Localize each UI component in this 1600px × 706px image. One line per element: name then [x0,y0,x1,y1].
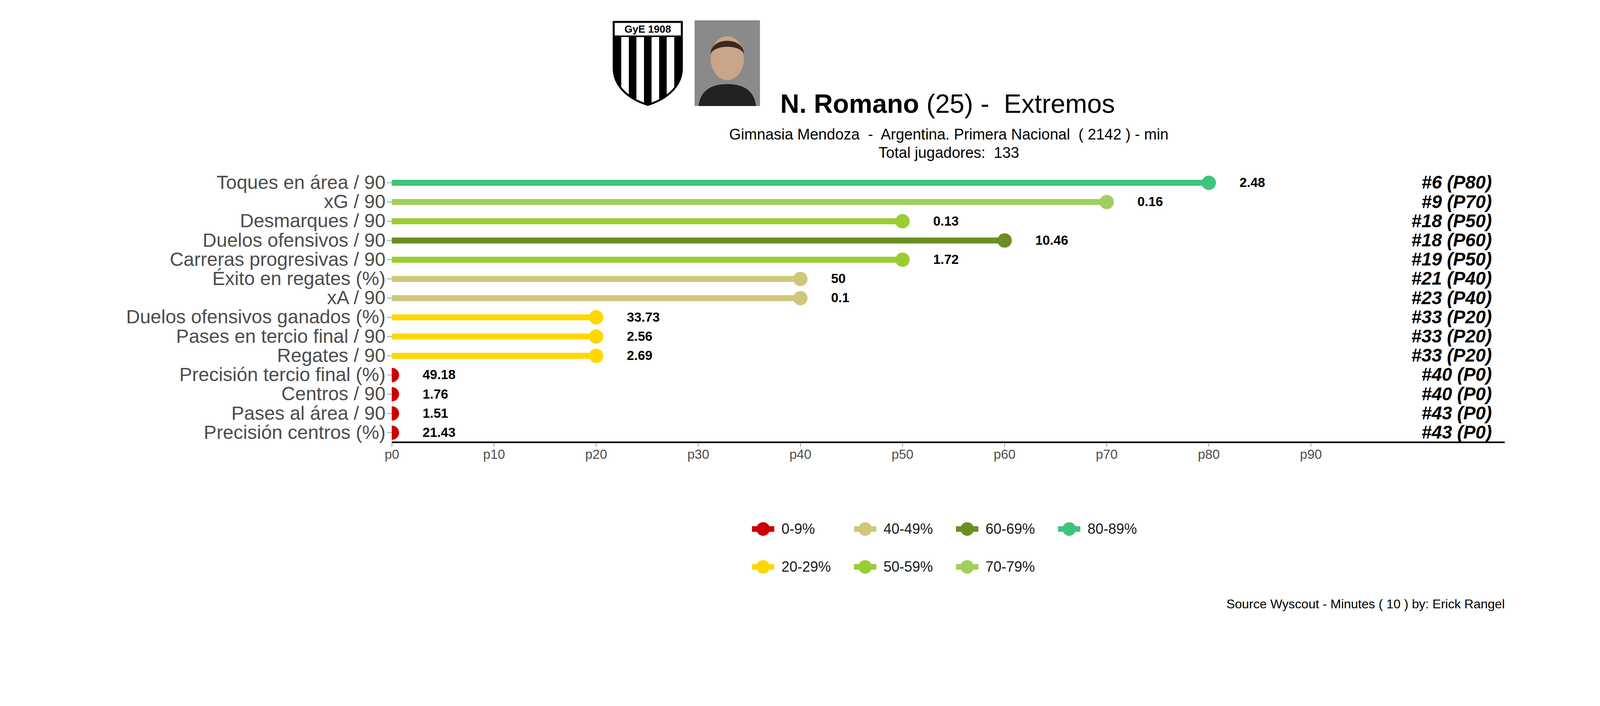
svg-text:p30: p30 [687,446,710,462]
svg-text:p50: p50 [891,446,914,462]
svg-text:xG / 90: xG / 90 [323,190,386,213]
svg-text:0.13: 0.13 [933,213,959,229]
svg-text:xA / 90: xA / 90 [327,286,386,309]
html-text:0-9%: 0-9% [781,520,815,537]
svg-text:2.48: 2.48 [1239,174,1265,190]
svg-text:p40: p40 [789,446,812,462]
svg-text:p20: p20 [585,446,607,462]
svg-text:Centros / 90: Centros / 90 [281,382,386,405]
html-text:Gimnasia Mendoza - Argentina.: Gimnasia Mendoza - Argentina. Primera Na… [729,125,1169,143]
html-text:70-79%: 70-79% [985,558,1035,575]
svg-text:2.69: 2.69 [626,347,653,363]
svg-text:Éxito en regates (%): Éxito en regates (%) [212,267,386,289]
svg-text:#40 (P0): #40 (P0) [1421,363,1492,385]
svg-text:0.1: 0.1 [830,290,850,305]
html-text:50-59%: 50-59% [883,558,933,575]
svg-text:GyE 1908: GyE 1908 [624,23,672,36]
svg-text:p80: p80 [1197,446,1220,462]
svg-text:Desmarques / 90: Desmarques / 90 [239,210,386,232]
html-text:80-89%: 80-89% [1087,520,1137,537]
svg-text:#19 (P50): #19 (P50) [1411,248,1492,270]
svg-text:Regates / 90: Regates / 90 [276,344,386,366]
svg-text:50: 50 [830,270,846,286]
html-text:Total jugadores: 133: Total jugadores: 133 [878,144,1020,161]
svg-text:1.72: 1.72 [933,251,959,267]
svg-text:#9 (P70): #9 (P70) [1421,191,1492,213]
svg-text:Pases al área / 90: Pases al área / 90 [231,402,386,424]
svg-text:p10: p10 [482,446,505,462]
svg-text:10.46: 10.46 [1035,232,1069,248]
html-text:N. Romano (25) - Extremos: N. Romano (25) - Extremos [780,88,1115,119]
svg-text:21.43: 21.43 [422,424,456,440]
svg-text:Precisión tercio final (%): Precisión tercio final (%) [179,363,386,385]
svg-text:#6 (P80): #6 (P80) [1421,171,1492,193]
svg-text:#18 (P60): #18 (P60) [1411,229,1492,251]
svg-text:#18 (P50): #18 (P50) [1411,210,1492,232]
svg-text:#23 (P40): #23 (P40) [1411,287,1492,309]
html-text:40-49%: 40-49% [883,520,933,537]
svg-text:p0: p0 [384,446,400,462]
svg-text:1.51: 1.51 [422,405,449,421]
svg-text:49.18: 49.18 [422,367,456,382]
svg-text:#21 (P40): #21 (P40) [1411,267,1492,289]
html-text:Source Wyscout - Minutes ( 10: Source Wyscout - Minutes ( 10 ) by: Eric… [1226,596,1505,611]
svg-text:1.76: 1.76 [422,386,449,402]
svg-text:Carreras progresivas / 90: Carreras progresivas / 90 [169,248,386,270]
svg-text:#33 (P20): #33 (P20) [1411,325,1492,347]
svg-text:Duelos ofensivos ganados (%): Duelos ofensivos ganados (%) [125,306,386,328]
svg-text:0.16: 0.16 [1137,194,1163,209]
html-text:60-69%: 60-69% [985,520,1035,537]
svg-text:#43 (P0): #43 (P0) [1421,402,1492,424]
svg-text:Precisión centros (%): Precisión centros (%) [203,421,386,443]
svg-text:p60: p60 [993,446,1016,462]
html-text:20-29%: 20-29% [781,558,831,575]
svg-text:Pases en tercio final / 90: Pases en tercio final / 90 [176,325,386,347]
svg-text:p70: p70 [1095,446,1118,462]
svg-text:#33 (P20): #33 (P20) [1411,306,1492,328]
svg-text:33.73: 33.73 [626,309,660,325]
svg-text:p90: p90 [1299,446,1322,462]
svg-text:#33 (P20): #33 (P20) [1411,344,1492,366]
svg-text:#40 (P0): #40 (P0) [1421,383,1492,405]
svg-text:Duelos ofensivos / 90: Duelos ofensivos / 90 [202,229,386,251]
svg-text:2.56: 2.56 [626,328,653,344]
svg-text:#43 (P0): #43 (P0) [1421,421,1492,443]
svg-text:Toques en área / 90: Toques en área / 90 [216,171,386,193]
